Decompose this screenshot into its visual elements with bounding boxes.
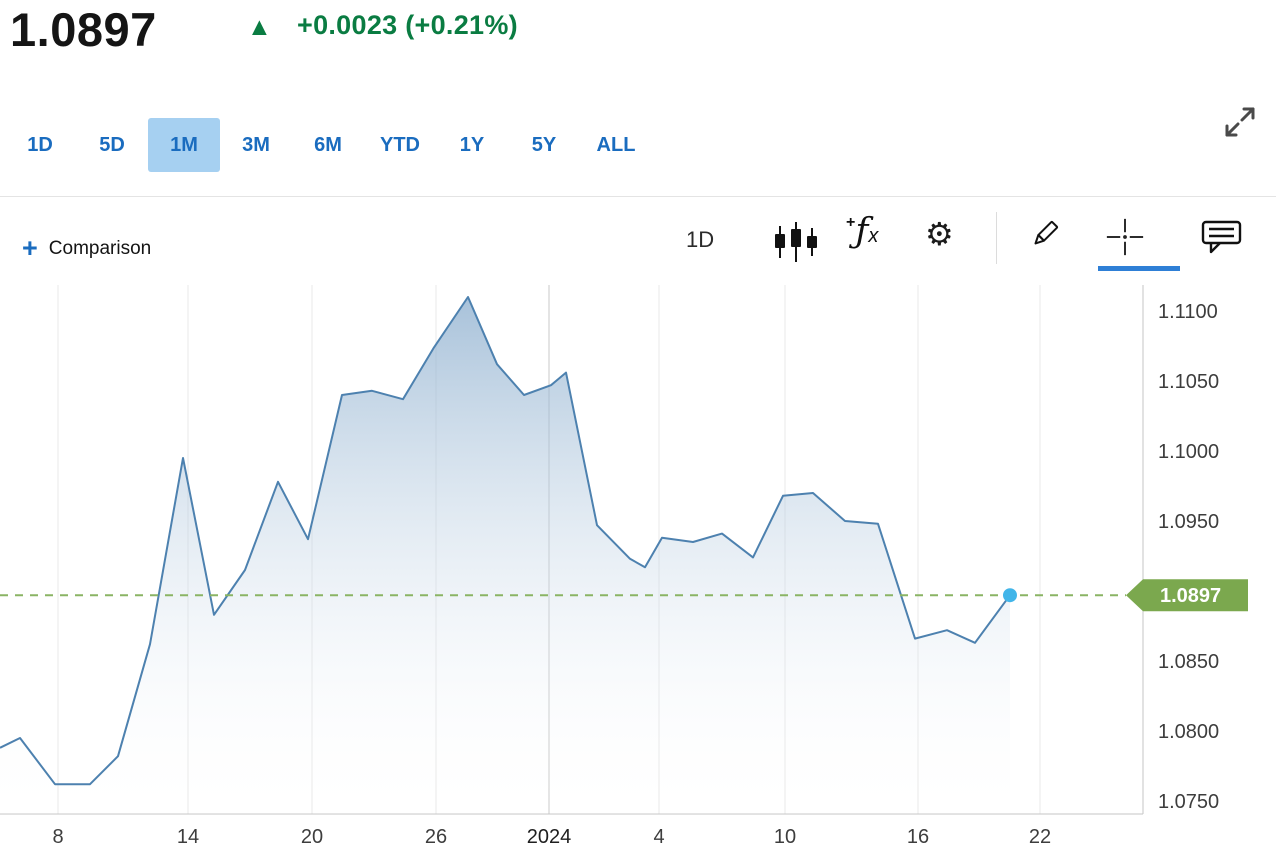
last-price-dot (1003, 588, 1017, 603)
x-tick-label: 22 (1029, 826, 1051, 848)
up-triangle-icon: ▲ (247, 13, 272, 41)
x-tick-label: 16 (907, 826, 929, 848)
range-tab-1d[interactable]: 1D (27, 134, 53, 156)
x-tick-label: 8 (52, 826, 63, 848)
x-tick-label: 4 (653, 826, 664, 848)
y-tick-label: 1.0850 (1158, 651, 1219, 673)
draw-pencil-button[interactable] (1026, 217, 1062, 258)
expand-icon[interactable] (1220, 102, 1260, 147)
range-tab-ytd[interactable]: YTD (380, 134, 420, 156)
y-tick-label: 1.0800 (1158, 721, 1219, 743)
y-tick-label: 1.0950 (1158, 511, 1219, 533)
candlestick-icon (775, 222, 817, 262)
range-tab-5y[interactable]: 5Y (531, 134, 557, 156)
x-tick-label: 20 (301, 826, 323, 848)
crosshair-icon (1106, 218, 1144, 256)
pencil-icon (1034, 220, 1059, 245)
fx-function-icon: ƒ (855, 211, 869, 251)
range-tab-1y[interactable]: 1Y (459, 134, 485, 156)
range-tab-6m[interactable]: 6M (314, 134, 342, 156)
fx-plus-icon: + (846, 214, 856, 231)
y-tick-label: 1.1100 (1158, 301, 1218, 323)
y-tick-label: 1.0750 (1158, 791, 1219, 813)
toolbar-divider (996, 212, 997, 264)
comparison-button[interactable]: + Comparison (22, 233, 151, 264)
x-tick-label: 14 (177, 826, 199, 848)
current-price-tag (1126, 579, 1248, 612)
candlestick-style-button[interactable] (772, 221, 820, 268)
price-chart-svg: 1.1100 1.1050 1.1000 1.0950 1.0850 1.0800 1.07… (0, 285, 1248, 848)
x-tick-label: 2024 (527, 826, 572, 848)
indicators-fx-button[interactable]: +ƒx (846, 211, 879, 251)
range-tab-3m[interactable]: 3M (242, 134, 270, 156)
y-tick-label: 1.1050 (1158, 371, 1219, 393)
current-price-tag-label: 1.0897 (1160, 585, 1221, 607)
y-tick-label: 1.1000 (1158, 441, 1219, 463)
comparison-label: Comparison (48, 238, 152, 259)
range-tab-1m[interactable]: 1M (148, 118, 220, 172)
x-tick-label: 26 (425, 826, 447, 848)
comment-button[interactable] (1200, 219, 1244, 262)
crosshair-tool-button[interactable] (1104, 216, 1146, 263)
range-tabs: 1D 5D 1M 3M 6M YTD 1Y 5Y ALL (4, 118, 652, 172)
interval-dropdown[interactable]: 1D (686, 227, 715, 252)
price-change: +0.0023 (+0.21%) (297, 10, 518, 40)
plus-icon: + (22, 233, 38, 263)
chart-plot-area[interactable]: 1.1100 1.1050 1.1000 1.0950 1.0850 1.0800 1.07… (0, 280, 1276, 866)
area-fill (0, 297, 1010, 814)
settings-gear-icon[interactable]: ⚙ (925, 215, 954, 253)
last-price: 1.0897 (10, 3, 157, 56)
divider (0, 196, 1276, 197)
x-tick-label: 10 (774, 826, 796, 848)
range-tab-5d[interactable]: 5D (99, 134, 125, 156)
active-tool-indicator (1098, 266, 1180, 271)
range-tab-all[interactable]: ALL (596, 134, 636, 156)
comment-icon (1201, 220, 1242, 254)
price-line (0, 296, 1011, 786)
